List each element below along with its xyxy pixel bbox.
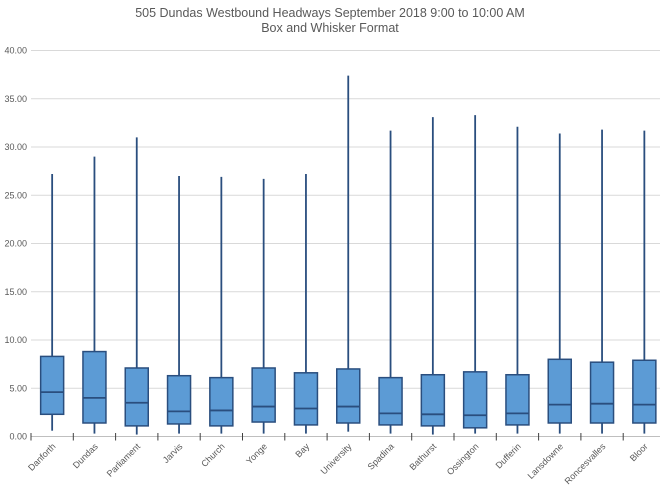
box-lansdowne xyxy=(547,358,572,424)
y-axis-tick-label: 25.00 xyxy=(4,190,27,200)
x-axis-category-label: Bathurst xyxy=(407,441,438,472)
box-parliament xyxy=(124,367,149,427)
y-axis-tick-label: 5.00 xyxy=(9,383,27,393)
y-axis-tick-label: 20.00 xyxy=(4,239,27,249)
y-axis-tick-label: 35.00 xyxy=(4,94,27,104)
box-spadina xyxy=(378,376,403,426)
y-axis-tick-label: 10.00 xyxy=(4,335,27,345)
x-axis-category-label: Yonge xyxy=(244,441,269,466)
x-axis-category-label: Church xyxy=(199,441,227,469)
x-axis-category-label: Parliament xyxy=(105,441,143,479)
box-bathurst xyxy=(420,373,446,427)
box-bloor xyxy=(632,359,657,424)
y-axis-tick-label: 0.00 xyxy=(9,432,27,442)
box-yonge xyxy=(251,367,276,423)
y-axis-tick-label: 15.00 xyxy=(4,287,27,297)
x-axis-category-label: Bay xyxy=(293,441,311,459)
box-jarvis xyxy=(166,374,192,425)
box-church xyxy=(209,376,234,427)
x-axis-category-label: Ossington xyxy=(445,441,481,477)
box-danforth xyxy=(39,355,65,416)
chart-title-block: 505 Dundas Westbound Headways September … xyxy=(0,6,660,36)
x-axis-category-label: University xyxy=(319,441,354,476)
x-axis-category-label: Danforth xyxy=(26,441,57,472)
x-axis-category-label: Roncesvalles xyxy=(563,441,608,485)
box-ossington xyxy=(462,371,488,429)
x-axis-category-label: Dufferin xyxy=(494,441,523,470)
x-axis-category-label: Dundas xyxy=(71,441,100,470)
x-axis-category-label: Bloor xyxy=(628,441,650,463)
chart-subtitle: Box and Whisker Format xyxy=(261,21,399,35)
box-dundas xyxy=(82,350,107,424)
x-axis-category-label: Spadina xyxy=(366,441,396,471)
box-university xyxy=(336,368,361,424)
y-axis-tick-label: 30.00 xyxy=(4,142,27,152)
box-roncesvalles xyxy=(589,361,615,424)
box-bay xyxy=(293,372,319,426)
box-dufferin xyxy=(505,373,530,426)
chart-title: 505 Dundas Westbound Headways September … xyxy=(135,6,525,20)
x-axis-category-label: Lansdowne xyxy=(526,441,566,481)
y-axis-tick-label: 40.00 xyxy=(4,46,27,56)
x-axis-category-label: Jarvis xyxy=(161,441,185,465)
